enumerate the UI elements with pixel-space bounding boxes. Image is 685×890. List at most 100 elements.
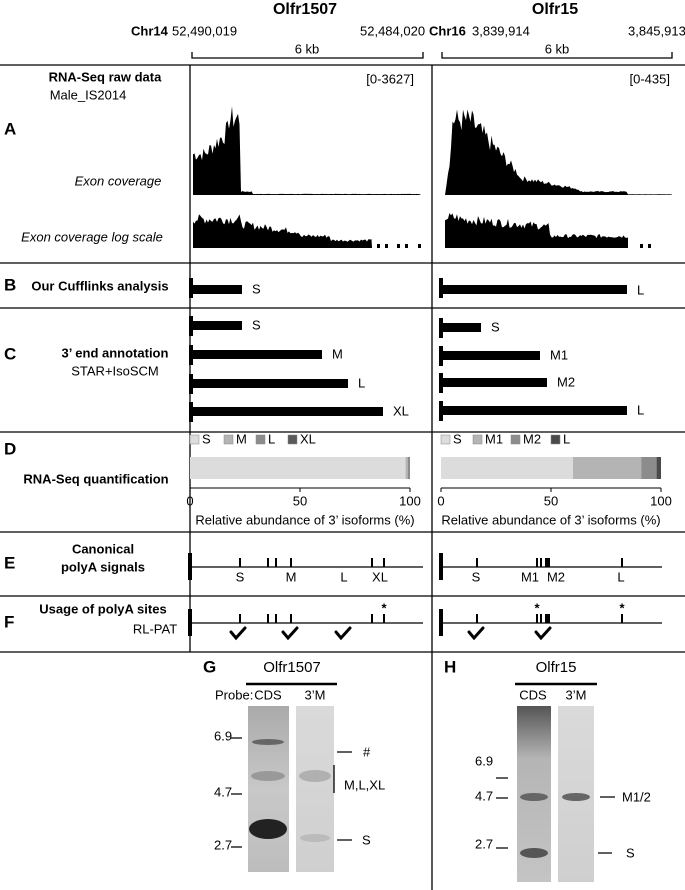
signal-label: M bbox=[286, 569, 297, 584]
size-marker: 4.7 bbox=[475, 788, 493, 803]
gel-lane bbox=[296, 706, 334, 872]
gel-band bbox=[299, 770, 331, 782]
signal-label: M1 bbox=[521, 569, 539, 584]
gel-title: Olfr15 bbox=[536, 659, 577, 676]
legend-swatch bbox=[510, 434, 521, 445]
coverage-track bbox=[193, 106, 423, 195]
site-cluster bbox=[545, 558, 550, 567]
gel-band bbox=[252, 739, 284, 745]
legend-swatch bbox=[189, 434, 200, 445]
marker-tick bbox=[496, 777, 508, 849]
probe-name: 3’M bbox=[305, 687, 326, 702]
legend-swatch bbox=[440, 434, 451, 445]
gene-name: Olfr15 bbox=[532, 1, 578, 18]
gel-band bbox=[562, 793, 590, 801]
coordinate: 3,839,914 bbox=[472, 23, 530, 38]
signal-label: S bbox=[236, 569, 245, 584]
chromosome: Chr16 bbox=[429, 23, 466, 38]
scale-label: 6 kb bbox=[545, 41, 570, 56]
method: RL-PAT bbox=[133, 621, 177, 636]
polya-signals: S M L XL S M1 M2 L bbox=[188, 553, 662, 641]
legend-label: M2 bbox=[523, 431, 541, 446]
band-tick bbox=[598, 796, 615, 854]
gene-start bbox=[439, 609, 443, 636]
legend-swatch bbox=[223, 434, 234, 445]
gel-band bbox=[251, 771, 285, 781]
gel-lane bbox=[248, 706, 289, 872]
signal-label: L bbox=[617, 569, 624, 584]
asterisk: * bbox=[534, 600, 540, 615]
scale-bar bbox=[191, 52, 424, 59]
gel-title: Olfr1507 bbox=[263, 659, 321, 676]
panel-letter: G bbox=[203, 657, 216, 676]
panel-letter: D bbox=[4, 439, 16, 458]
gel-band bbox=[520, 793, 548, 801]
isoform-bar bbox=[191, 407, 383, 416]
asterisk: * bbox=[381, 600, 387, 615]
panel-letter: B bbox=[4, 275, 16, 294]
probe-label: Probe: bbox=[215, 687, 253, 702]
x-tick-label: 50 bbox=[544, 493, 558, 508]
gene-start bbox=[188, 609, 192, 636]
panel-title: RNA-Seq raw data bbox=[49, 69, 162, 84]
panel-title: Canonical bbox=[72, 541, 134, 556]
coverage bbox=[193, 106, 672, 248]
legend-swatch bbox=[255, 434, 266, 445]
panel-title: Our Cufflinks analysis bbox=[31, 278, 168, 293]
isoform-label: L bbox=[637, 402, 644, 417]
coverage-track bbox=[193, 214, 372, 248]
panel-title: polyA signals bbox=[61, 559, 145, 574]
marker-tick bbox=[231, 737, 242, 848]
chromosome: Chr14 bbox=[131, 23, 169, 38]
sample-name: Male_IS2014 bbox=[50, 87, 127, 102]
legend-label: M1 bbox=[485, 431, 503, 446]
isoform-label: S bbox=[252, 281, 261, 296]
coverage-dot bbox=[397, 244, 400, 248]
gene-start bbox=[439, 553, 443, 580]
panel-letter: E bbox=[4, 553, 15, 572]
signal-label: M2 bbox=[547, 569, 565, 584]
usage-check bbox=[334, 626, 352, 641]
size-marker: 2.7 bbox=[475, 836, 493, 851]
gel-band bbox=[520, 848, 548, 858]
x-tick-label: 0 bbox=[186, 493, 193, 508]
legend-label: S bbox=[453, 431, 462, 446]
track-label: Exon coverage bbox=[75, 173, 162, 188]
signal-label: L bbox=[340, 569, 347, 584]
legend-label: L bbox=[563, 431, 570, 446]
band-label: S bbox=[626, 845, 635, 860]
legend-label: M bbox=[236, 431, 247, 446]
panel-letter: H bbox=[444, 657, 456, 676]
legend-swatch bbox=[550, 434, 561, 445]
size-marker: 6.9 bbox=[214, 728, 232, 743]
coverage-track bbox=[445, 109, 672, 195]
panel-title: RNA-Seq quantification bbox=[23, 471, 168, 486]
bar-segment bbox=[573, 457, 642, 479]
data-range: [0-3627] bbox=[366, 71, 414, 86]
quantification: S M L XL 0 50 100 Relative abundance of 3’ isof… bbox=[186, 431, 671, 527]
coordinate: 52,490,019 bbox=[172, 23, 237, 38]
scale-bar bbox=[441, 52, 673, 59]
coverage-track bbox=[445, 213, 628, 248]
coverage-dot bbox=[640, 244, 643, 248]
isoform-label: L bbox=[637, 282, 644, 297]
track-label: Exon coverage log scale bbox=[21, 229, 163, 244]
bar-segment bbox=[407, 457, 410, 479]
coverage-dot bbox=[648, 244, 651, 248]
band-label: M1/2 bbox=[622, 789, 651, 804]
usage-check bbox=[467, 626, 485, 641]
size-marker: 4.7 bbox=[214, 784, 232, 799]
panel-title: 3’ end annotation bbox=[62, 345, 169, 360]
isoform-bar bbox=[441, 285, 627, 294]
legend-label: S bbox=[202, 431, 211, 446]
isoform-label: L bbox=[358, 375, 365, 390]
isoform-label: S bbox=[491, 319, 500, 334]
panel-title: Usage of polyA sites bbox=[39, 601, 166, 616]
band-label: S bbox=[362, 832, 371, 847]
asterisk: * bbox=[619, 600, 625, 615]
size-marker: 2.7 bbox=[214, 837, 232, 852]
panel-letter: F bbox=[4, 612, 14, 631]
legend-swatch bbox=[472, 434, 483, 445]
isoform-bar bbox=[441, 323, 481, 332]
